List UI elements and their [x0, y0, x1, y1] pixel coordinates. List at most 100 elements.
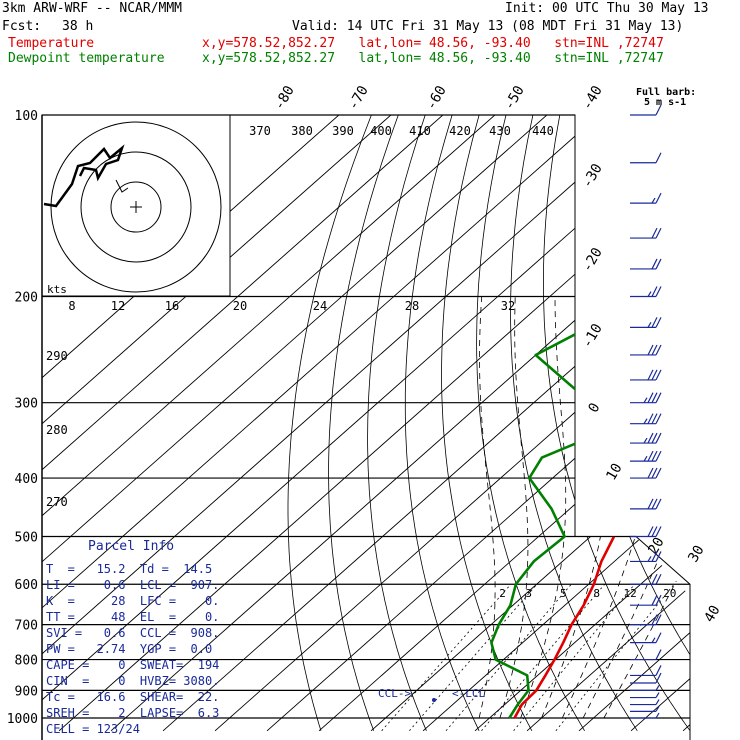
wind-barb	[630, 392, 662, 404]
isotherm-line	[735, 102, 740, 731]
isotherm-line	[42, 115, 667, 732]
hodograph: kts	[41, 114, 231, 297]
hodograph-ring-label: 24	[313, 299, 327, 313]
hodograph-units: kts	[47, 283, 67, 296]
pressure-label: 800	[15, 654, 38, 669]
hodograph-ring	[110, 181, 162, 233]
pressure-label: 700	[15, 619, 38, 634]
isotherm-label: -50	[501, 83, 528, 113]
mixing-ratio-label: 3	[525, 587, 532, 600]
moist-adiabat	[582, 296, 690, 719]
hodograph-ring	[50, 121, 222, 293]
isotherm-line	[42, 115, 563, 732]
dry-adiabat	[367, 115, 427, 731]
pressure-label: 1000	[7, 712, 38, 727]
isotherm-label: 10	[603, 461, 625, 484]
isotherm-label: -40	[579, 83, 606, 113]
ccl-label: CCL->	[378, 687, 411, 700]
pressure-label: 100	[15, 109, 38, 124]
init-time: Init: 00 UTC Thu 30 May 13	[505, 1, 709, 16]
dry-adiabat	[694, 115, 740, 731]
isotherm-line	[682, 115, 690, 732]
wind-barb	[630, 227, 662, 239]
theta-label: 370	[249, 124, 271, 138]
hodograph-ring-label: 28	[405, 299, 419, 313]
wind-barb	[630, 104, 662, 116]
wind-barb	[630, 369, 662, 381]
isotherm-line	[42, 115, 615, 732]
moist-adiabat	[561, 296, 663, 719]
pressure-label: 200	[15, 291, 38, 306]
pressure-label: 400	[15, 472, 38, 487]
parcel-row: K = 28 LFC = 0.	[46, 594, 220, 608]
lcl-marker	[432, 698, 436, 702]
parcel-row: CELL = 123/24	[46, 722, 140, 736]
isotherm-line	[110, 115, 690, 732]
parcel-info-panel: Parcel Info T = 15.2 Td = 14.5 LI = 0.6 …	[46, 538, 242, 736]
temperature-legend: Temperature	[8, 36, 95, 51]
hodograph-trace	[43, 144, 125, 208]
theta-label: 380	[291, 124, 313, 138]
wind-barb	[630, 152, 662, 164]
pressure-label: 500	[15, 530, 38, 545]
hodograph-ring-label: 32	[501, 299, 515, 313]
parcel-row: SVI = 0.6 CCL = 908.	[46, 626, 220, 640]
isotherm-line	[214, 115, 690, 732]
temperature-location: x,y=578.52,852.27 lat,lon= 48.56, -93.40…	[202, 36, 664, 51]
hodograph-ring-label: 16	[165, 299, 179, 313]
wind-barb	[630, 699, 660, 706]
forecast-hours: 38 h	[62, 19, 94, 34]
wind-barb	[630, 344, 662, 356]
dry-adiabat	[721, 115, 740, 731]
mixing-ratio-label: 5	[560, 587, 567, 600]
isotherm-label: -60	[423, 83, 450, 113]
wind-barb	[630, 712, 660, 719]
isotherm-line	[42, 115, 407, 732]
isotherm-line	[370, 115, 690, 732]
plot-frame	[42, 114, 576, 537]
lcl-label: <-LCL	[452, 687, 485, 700]
wind-barb	[630, 413, 662, 425]
dry-adiabat	[605, 115, 690, 732]
moist-adiabat	[520, 296, 567, 719]
dewpoint-legend: Dewpoint temperature	[8, 51, 165, 66]
wind-barb	[630, 685, 660, 692]
parcel-row: Tc = 16.6 SHEAR= 22.	[46, 690, 220, 704]
wind-barb	[630, 706, 660, 712]
isotherm-label: -80	[271, 83, 298, 113]
pressure-label: 600	[15, 578, 38, 593]
theta-label: 390	[332, 124, 354, 138]
isotherm-label: 0	[585, 400, 603, 415]
parcel-info-title: Parcel Info	[88, 539, 175, 554]
mixing-ratio-label: 20	[663, 587, 676, 600]
theta-label: 420	[449, 124, 471, 138]
theta-label: 430	[489, 124, 511, 138]
isotherm-line	[42, 115, 459, 732]
wind-barb	[630, 467, 662, 479]
isotherm-label: -20	[579, 245, 606, 275]
dry-adiabat	[543, 115, 690, 732]
dry-adiabat	[441, 115, 533, 731]
isotherm-line	[266, 115, 690, 732]
wind-barb	[630, 665, 662, 677]
isotherm-label: -10	[579, 321, 606, 351]
theta-label: 270	[46, 495, 68, 509]
hodograph-ring-label: 12	[111, 299, 125, 313]
mixing-ratio-label: 2	[499, 587, 506, 600]
hodograph-ring	[80, 151, 192, 263]
mixing-ratio-line	[445, 583, 572, 732]
parcel-row: TT = 48 EL = 0.	[46, 610, 220, 624]
wind-barb	[630, 192, 662, 204]
wind-barb	[630, 317, 662, 328]
isotherm-line	[422, 115, 690, 732]
dewpoint-trace	[490, 115, 690, 719]
moist-adiabat	[499, 296, 529, 719]
theta-label: 440	[532, 124, 554, 138]
dry-adiabat	[328, 115, 399, 731]
wind-barb	[630, 286, 662, 298]
wind-barb	[630, 594, 662, 606]
valid-time: Valid: 14 UTC Fri 31 May 13 (08 MDT Fri …	[292, 19, 684, 34]
isotherm-line	[42, 115, 355, 732]
theta-label: 280	[46, 423, 68, 437]
